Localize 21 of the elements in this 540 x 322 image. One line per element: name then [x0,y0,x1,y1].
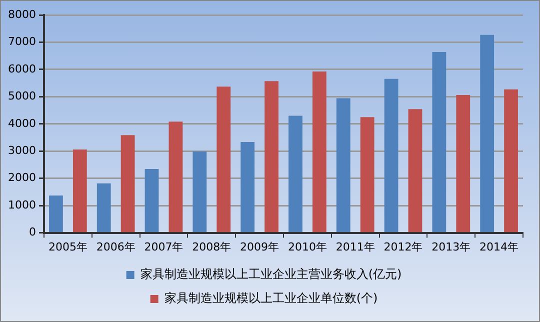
y-tick-label: 0 [28,226,36,239]
y-tick-label: 6000 [8,62,36,76]
x-tick-label: 2012年 [384,240,423,254]
y-tick-label: 1000 [8,198,36,212]
x-tick-label: 2010年 [288,240,327,254]
y-tick-label: 7000 [8,35,36,48]
x-tick-label: 2009年 [240,240,280,254]
y-tick-label: 5000 [8,90,36,103]
x-tick-label: 2013年 [432,240,471,254]
x-tick-label: 2008年 [192,240,232,254]
legend-label: 家具制造业规模以上工业企业主营业务收入(亿元) [140,267,402,282]
y-tick-label: 2000 [8,171,36,184]
y-tick-label: 3000 [8,144,36,157]
x-tick-label: 2006年 [96,240,136,254]
x-tick-label: 2011年 [336,240,375,254]
y-tick-label: 8000 [8,8,36,21]
y-tick-label: 4000 [8,116,36,130]
x-tick-label: 2005年 [48,240,88,254]
x-tick-label: 2014年 [480,240,519,254]
legend-label: 家具制造业规模以上工业企业单位数(个) [164,291,378,306]
x-tick-label: 2007年 [144,240,184,254]
